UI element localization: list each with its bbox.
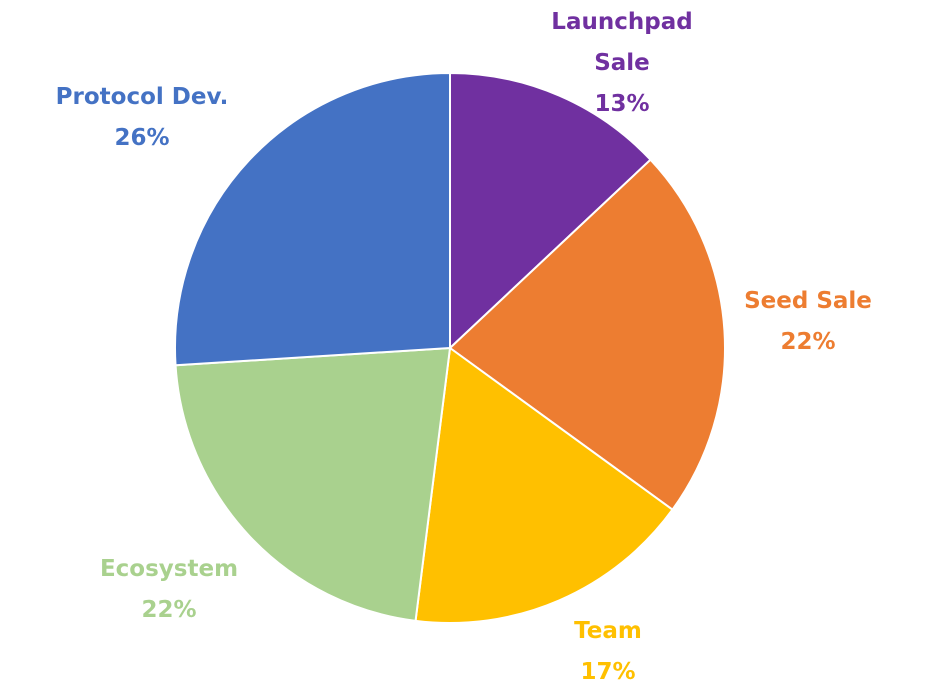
pie-slice [174, 346, 452, 622]
slice-label: Seed Sale 22% [698, 281, 918, 363]
value-label: 26% [114, 125, 170, 151]
value-label: 17% [580, 659, 636, 685]
slice-label: Team 17% [508, 611, 708, 693]
pie-slice [414, 346, 674, 624]
category-label: Ecosystem [99, 556, 239, 582]
category-label: Protocol Dev. [55, 84, 229, 110]
pie-slice [174, 71, 451, 367]
value-label: 22% [780, 329, 836, 355]
category-label: Launchpad Sale [551, 9, 693, 76]
value-label: 22% [141, 597, 197, 623]
slice-label: Launchpad Sale 13% [547, 2, 697, 125]
pie-slice [448, 158, 726, 512]
slice-label: Protocol Dev. 26% [32, 77, 252, 159]
value-label: 13% [594, 91, 650, 117]
pie-slice [449, 71, 652, 351]
slice-label: Ecosystem 22% [59, 549, 279, 631]
category-label: Seed Sale [744, 288, 872, 314]
category-label: Team [574, 618, 642, 644]
